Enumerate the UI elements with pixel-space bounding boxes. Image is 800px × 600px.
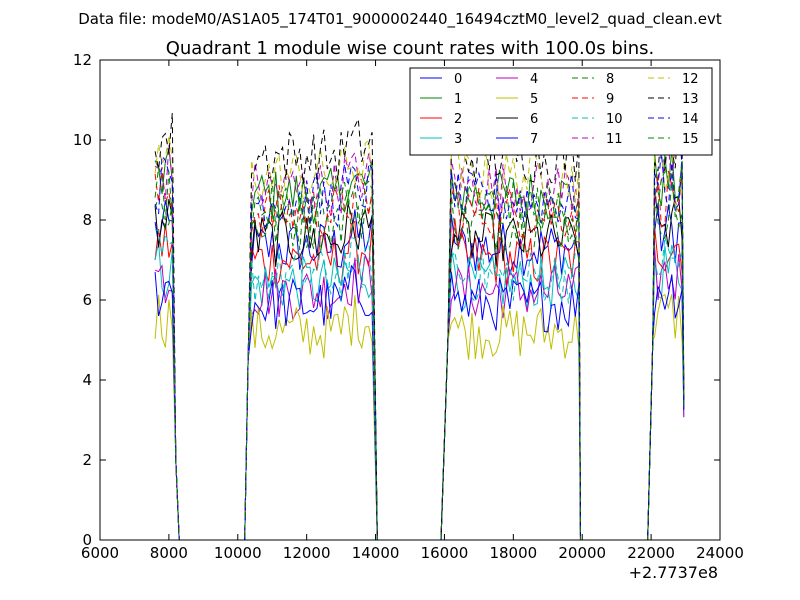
legend-label-7: 7 [530,132,538,147]
legend-label-10: 10 [606,112,623,127]
legend-label-5: 5 [530,92,538,107]
legend-label-3: 3 [454,132,462,147]
x-tick-label: 16000 [421,544,469,562]
legend-label-1: 1 [454,92,462,107]
legend-label-0: 0 [454,72,462,87]
series-line-11 [154,141,685,541]
x-tick-label: 14000 [352,544,400,562]
series-line-2 [154,218,685,541]
y-tick-label: 6 [82,291,92,309]
y-tick-label: 10 [73,131,92,149]
series-line-5 [154,293,685,541]
plot-lines [154,111,685,541]
x-tick-label: 6000 [81,544,119,562]
x-tick-label: 24000 [696,544,744,562]
legend-label-13: 13 [682,92,699,107]
y-tick-label: 2 [82,451,92,469]
series-line-6 [154,193,685,541]
series-line-7 [154,264,685,541]
series-line-0 [154,200,685,541]
legend-label-15: 15 [682,132,699,147]
x-tick-label: 20000 [558,544,606,562]
y-tick-label: 4 [82,371,92,389]
legend-label-12: 12 [682,72,699,87]
x-tick-label: 12000 [283,544,331,562]
legend-label-14: 14 [682,112,699,127]
data-file-label: Data file: modeM0/AS1A05_174T01_90000024… [78,10,722,29]
chart-title: Quadrant 1 module wise count rates with … [166,38,655,59]
legend-label-11: 11 [606,132,623,147]
legend-label-4: 4 [530,72,538,87]
legend-label-9: 9 [606,92,614,107]
series-line-13 [154,111,685,541]
x-tick-label: 10000 [214,544,262,562]
legend-label-2: 2 [454,112,462,127]
series-line-12 [154,131,685,541]
axis-ticks: 6000 8000 10000 12000 14000 16000 18000 20000 22… [73,51,744,562]
x-tick-label: 8000 [150,544,188,562]
series-line-8 [154,181,685,541]
series-line-3 [154,241,685,541]
x-offset-label: +2.7737e8 [629,563,718,582]
y-tick-label: 8 [82,211,92,229]
legend-label-8: 8 [606,72,614,87]
series-line-10 [155,229,685,541]
y-tick-label: 0 [82,531,92,549]
series-line-15 [154,160,685,541]
series-line-14 [154,152,685,541]
series-line-9 [154,164,685,541]
legend-frame [409,67,713,156]
x-tick-label: 18000 [489,544,537,562]
y-tick-label: 12 [73,51,92,69]
legend-label-6: 6 [530,112,538,127]
series-line-4 [154,246,685,541]
x-tick-label: 22000 [627,544,675,562]
series-line-1 [154,148,685,541]
